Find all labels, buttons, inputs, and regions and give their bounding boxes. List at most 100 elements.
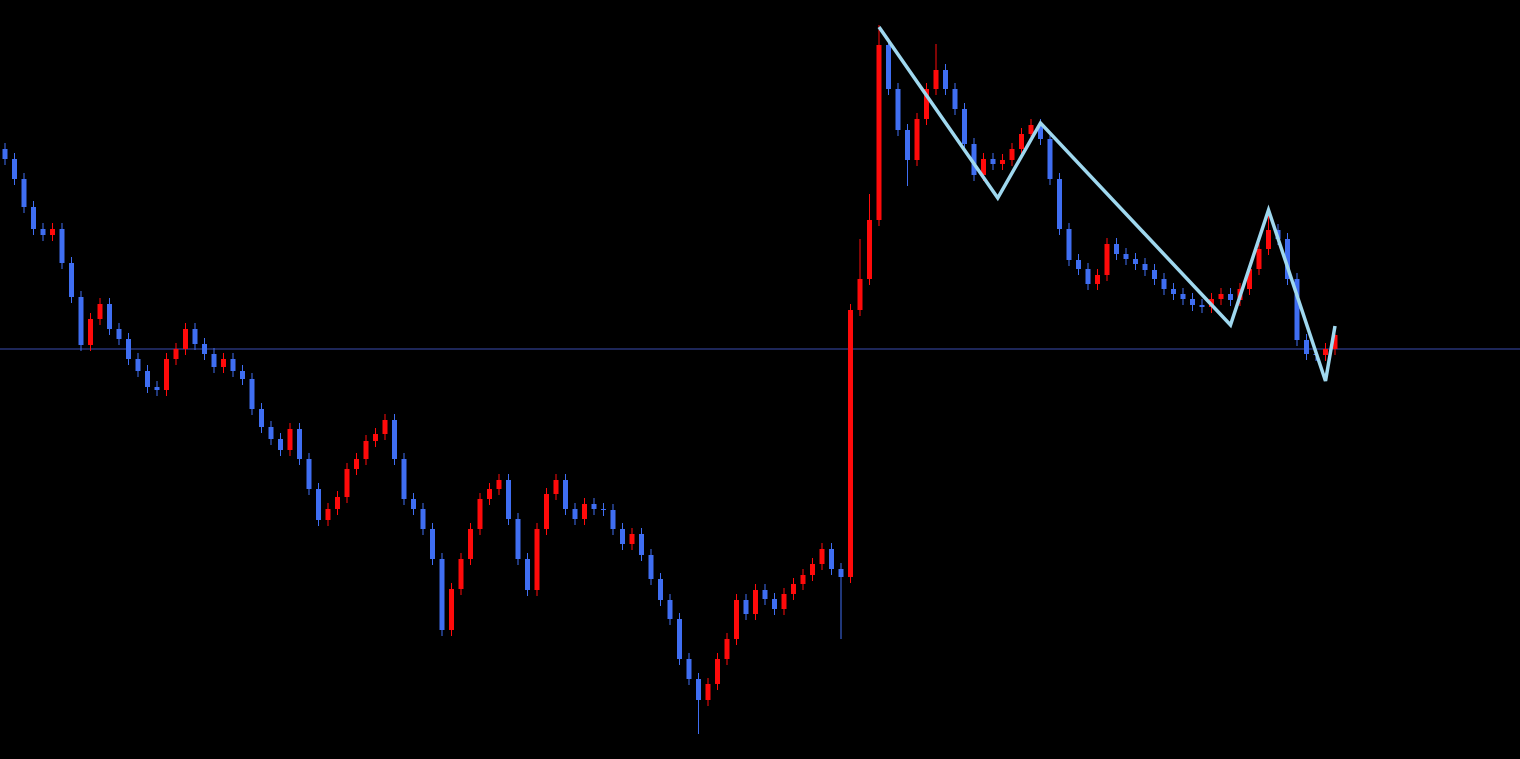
candle-body xyxy=(154,387,160,390)
candle-body xyxy=(354,459,359,469)
candle-body xyxy=(1180,294,1186,299)
candle-body xyxy=(1266,230,1271,249)
candle-body xyxy=(1076,260,1081,269)
candle-body xyxy=(316,489,321,520)
candle-body xyxy=(800,575,806,584)
candle-body xyxy=(468,529,473,559)
candle-body xyxy=(1066,229,1072,260)
candle-body xyxy=(876,45,882,220)
candle-body xyxy=(867,220,872,279)
candle-body xyxy=(1009,149,1015,160)
candle-body xyxy=(658,579,663,600)
candle-body xyxy=(933,70,939,89)
candle-body xyxy=(97,304,103,319)
candle-body xyxy=(819,549,825,564)
candle-body xyxy=(1085,269,1091,284)
candle-body xyxy=(401,459,407,499)
candle-body xyxy=(240,371,245,379)
candle-body xyxy=(810,564,815,575)
candle-body xyxy=(1332,335,1338,349)
candle-body xyxy=(857,279,863,310)
candle-body xyxy=(724,639,730,659)
candle-body xyxy=(78,297,84,345)
candle-body xyxy=(753,590,758,614)
candle-body xyxy=(1142,264,1148,270)
candle-body xyxy=(1256,249,1262,269)
zigzag-line xyxy=(877,26,1337,382)
candle-body xyxy=(848,310,853,577)
candle-body xyxy=(268,427,274,439)
candle-body xyxy=(762,590,768,599)
candle-body xyxy=(829,549,834,569)
candle-body xyxy=(1323,349,1328,355)
candle-body xyxy=(506,480,511,519)
candle-body xyxy=(344,469,350,497)
candle-body xyxy=(1133,259,1138,264)
candle-body xyxy=(306,459,312,489)
candle-body xyxy=(325,509,331,520)
candle-body xyxy=(1057,179,1062,229)
candle-body xyxy=(705,684,711,700)
candle-body xyxy=(1171,289,1176,294)
candle-body xyxy=(69,263,74,297)
candle-body xyxy=(202,344,207,354)
candle-body xyxy=(563,480,568,509)
candle-body xyxy=(525,559,530,590)
candle-body xyxy=(924,89,929,119)
candle-body xyxy=(791,584,796,594)
candle-body xyxy=(477,499,483,529)
candle-body xyxy=(1028,125,1034,134)
candle-body xyxy=(164,359,169,390)
candle-body xyxy=(553,480,559,494)
candle-body xyxy=(952,89,958,109)
candle-body xyxy=(126,339,131,359)
candle-body xyxy=(781,594,787,609)
candle-body xyxy=(12,159,17,179)
candle-body xyxy=(145,371,150,387)
candle-body xyxy=(610,510,616,529)
candle-body xyxy=(335,497,340,509)
candle-body xyxy=(914,119,920,160)
candle-body xyxy=(107,304,112,329)
candle-body xyxy=(1019,134,1024,149)
candle-body xyxy=(116,329,122,339)
candle-body xyxy=(2,149,8,159)
candle-body xyxy=(458,559,464,589)
candle-body xyxy=(895,89,901,130)
candle-body xyxy=(534,529,540,590)
candle-body xyxy=(1247,269,1252,289)
candle-body xyxy=(259,409,264,427)
candle-body xyxy=(582,504,587,519)
candle-body xyxy=(287,429,293,450)
candle-body xyxy=(943,70,948,89)
candle-body xyxy=(439,559,445,630)
candle-body xyxy=(639,534,644,555)
candle-body xyxy=(1114,244,1119,254)
candle-body xyxy=(629,534,635,544)
candle-body xyxy=(1285,239,1290,279)
candle-body xyxy=(1218,294,1224,299)
candle-body xyxy=(620,529,625,544)
candle-body xyxy=(1047,139,1053,179)
candle-body xyxy=(1104,244,1110,275)
candle-body xyxy=(173,349,179,359)
candle-body xyxy=(382,420,388,434)
candle-body xyxy=(962,109,967,144)
candle-body xyxy=(40,229,46,235)
candle-body xyxy=(601,509,606,510)
candle-body xyxy=(971,144,977,175)
candle-body xyxy=(905,130,910,160)
candle-body xyxy=(743,600,749,614)
candle-body xyxy=(249,379,255,409)
candle-body xyxy=(1123,254,1129,259)
candle-body xyxy=(886,45,891,89)
candle-body xyxy=(1199,305,1205,307)
candle-body xyxy=(1294,279,1300,340)
candle-body xyxy=(88,319,93,345)
candle-body xyxy=(278,439,283,450)
candle-body xyxy=(544,494,549,529)
candle-body xyxy=(1304,340,1309,354)
candle-body xyxy=(591,504,597,509)
